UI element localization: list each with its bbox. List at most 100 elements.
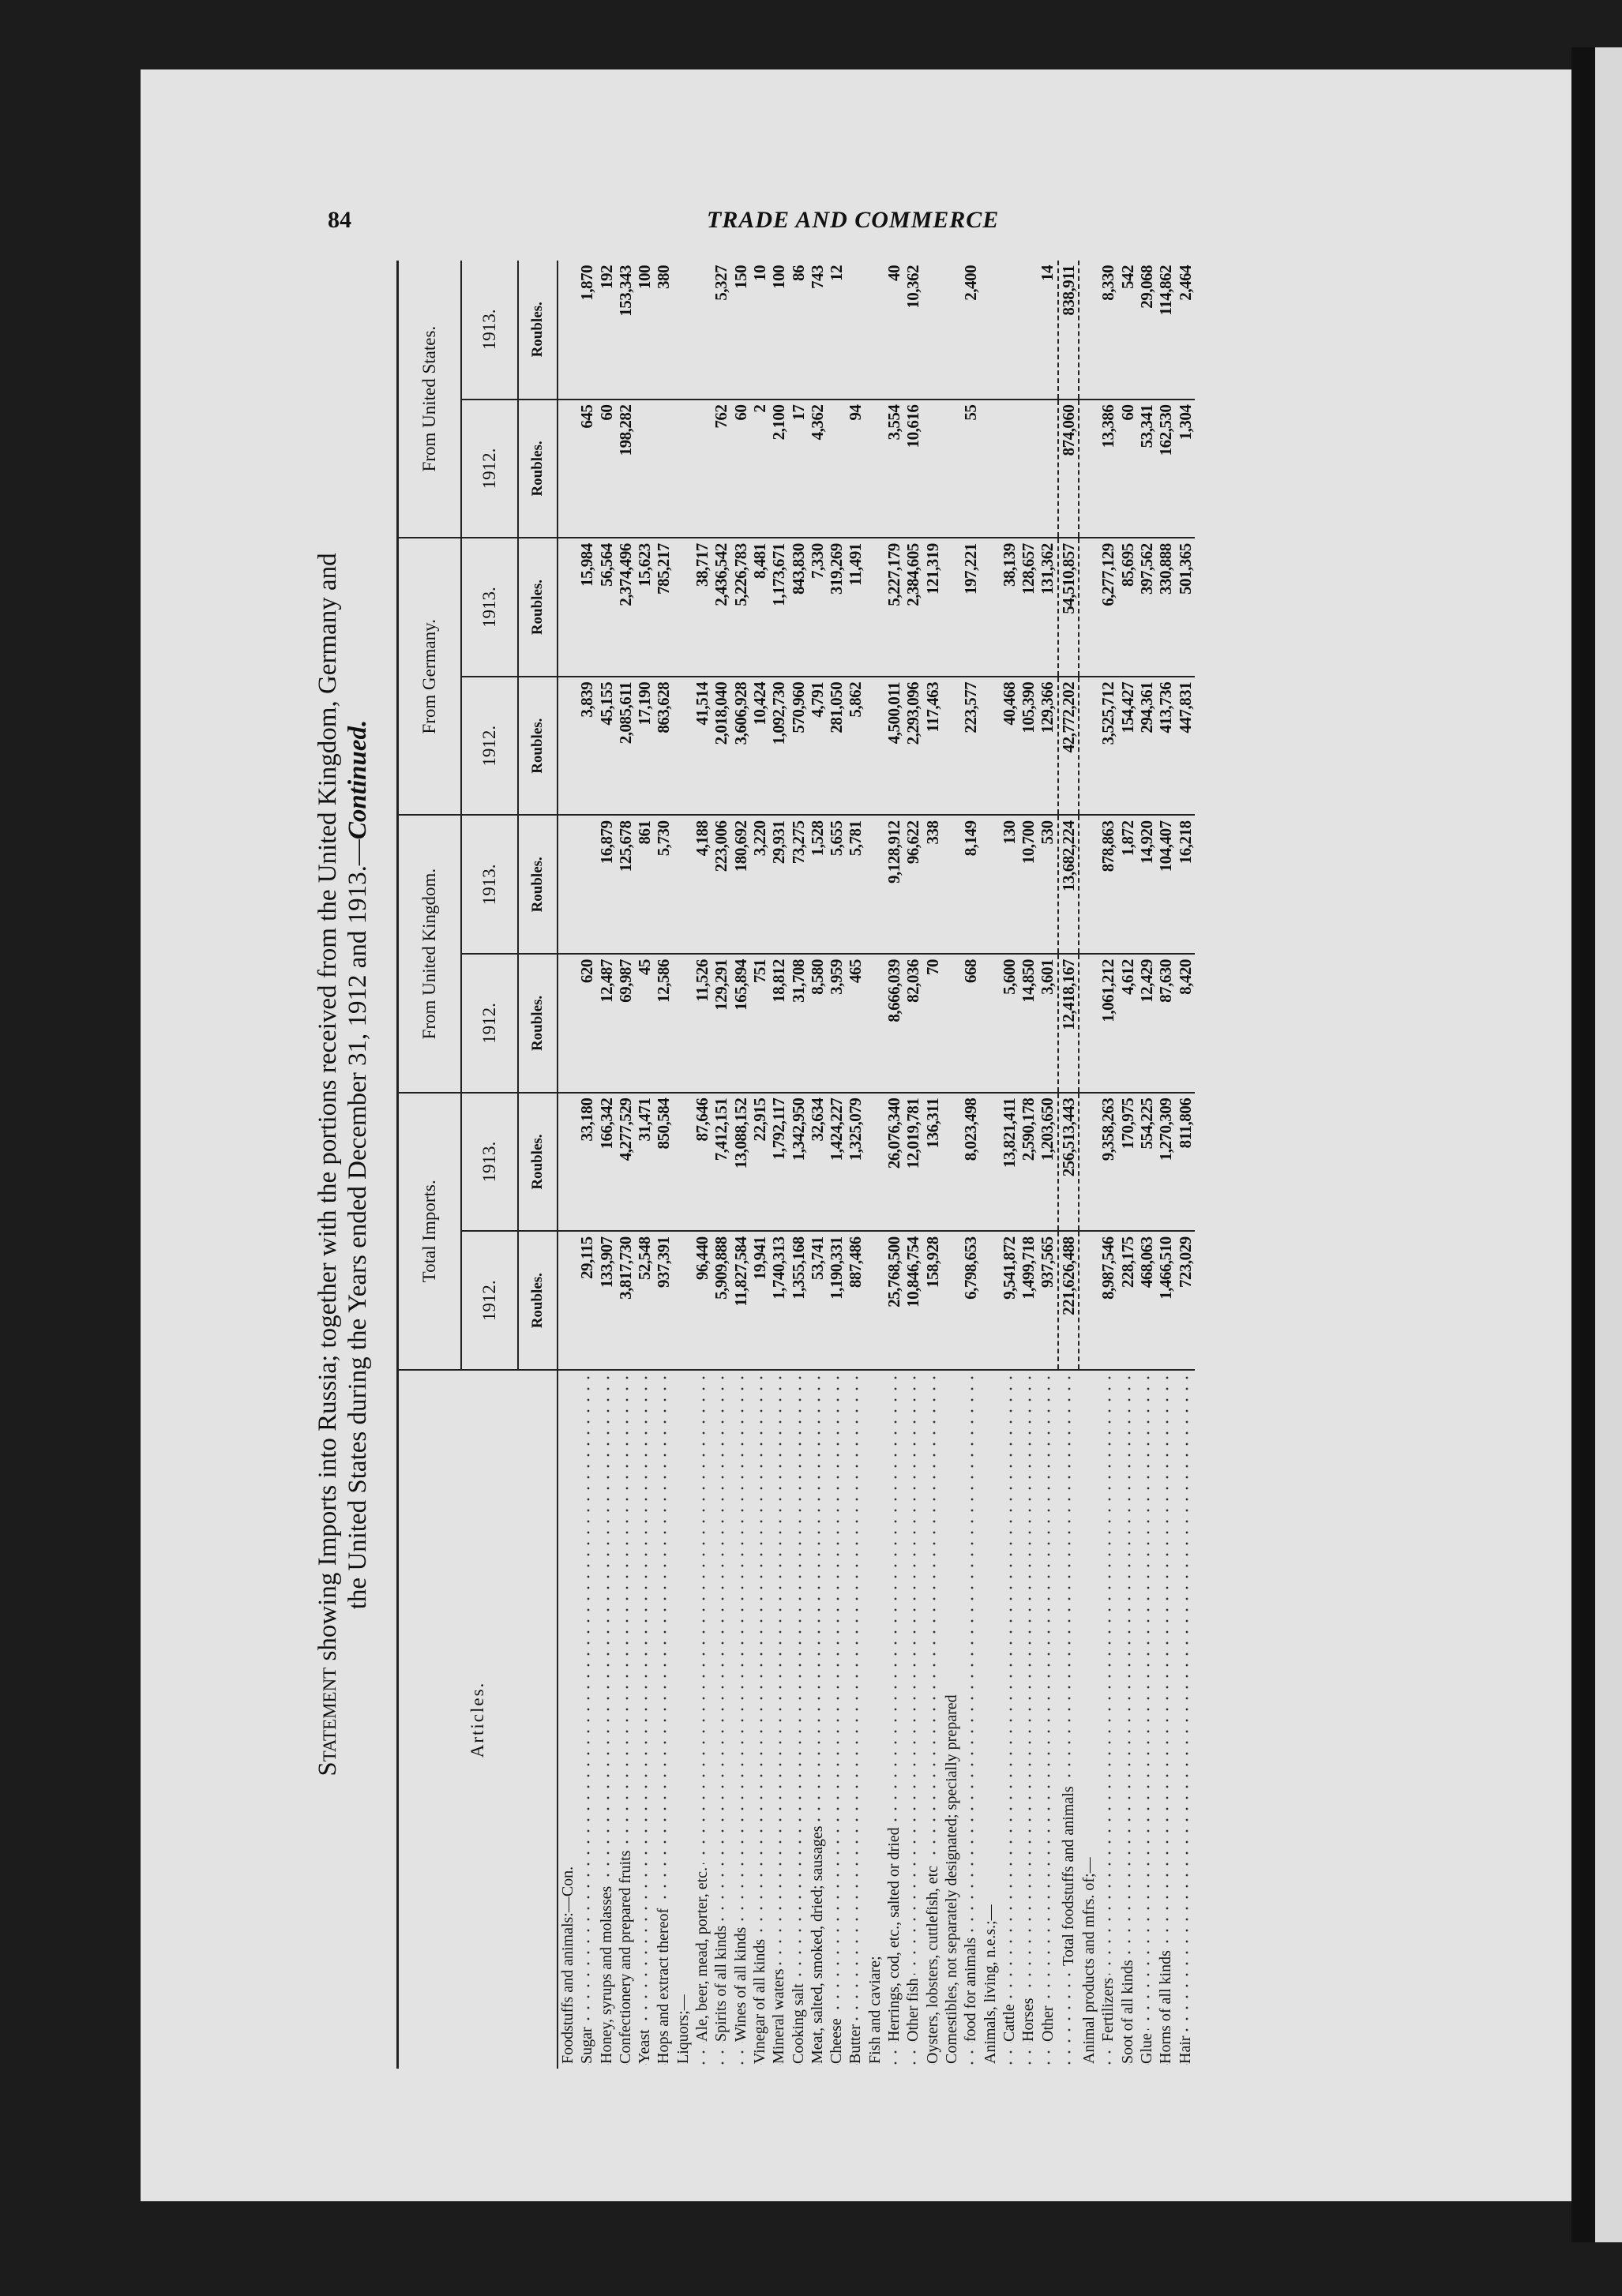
imports-table: Articles. Total Imports. From United Kin… [396, 261, 1195, 2069]
value-cell [693, 399, 712, 538]
value-cell: 878,863 [1098, 815, 1118, 955]
value-cell: 133,907 [596, 1231, 616, 1370]
value-cell: 645 [577, 399, 597, 538]
value-cell: 8,987,546 [1098, 1231, 1118, 1370]
value-cell: 22,915 [749, 1092, 770, 1232]
value-cell: 100 [635, 261, 655, 400]
value-cell: 26,076,340 [884, 1092, 904, 1232]
value-cell: 2,436,542 [712, 538, 731, 677]
value-cell: 5,227,179 [884, 538, 904, 677]
article-text: Fish and caviare; [865, 1953, 884, 2064]
article-text: Yeast [636, 2026, 654, 2064]
value-cell [1079, 538, 1099, 677]
value-cell: 861 [635, 815, 655, 955]
value-cell: 117,463 [922, 676, 942, 816]
value-cell: 7,412,151 [712, 1092, 731, 1232]
group-header-total: Total Imports. [397, 1092, 461, 1370]
article-text: Other [1038, 2002, 1057, 2042]
value-cell: 1,466,510 [1156, 1231, 1176, 1370]
value-cell: 221,626,488 [1057, 1231, 1079, 1370]
value-cell: 45,155 [596, 676, 616, 816]
article-label: Animals, living, n.e.s.;— [981, 1370, 1000, 2069]
value-cell: 5,909,888 [712, 1231, 731, 1370]
article-text: Hair [1176, 2032, 1194, 2064]
value-cell: 319,269 [827, 538, 847, 677]
year-header: 1912. [461, 1231, 518, 1370]
value-cell [1079, 676, 1099, 816]
value-cell: 10,424 [749, 676, 770, 816]
article-label: Liquors;— [674, 1370, 693, 2069]
value-cell [941, 954, 962, 1093]
group-header-uk: From United Kingdom. [397, 815, 461, 1093]
value-cell: 12,418,167 [1057, 954, 1079, 1093]
statement-continued: Continued. [344, 719, 372, 840]
value-cell [577, 815, 597, 955]
article-text: Ale, beer, mead, porter, etc. [693, 1863, 712, 2042]
page-number: 84 [328, 207, 351, 233]
value-cell [558, 538, 578, 677]
value-cell: 8,481 [749, 538, 770, 677]
value-cell [941, 261, 962, 400]
value-cell [865, 815, 885, 955]
value-cell [1079, 815, 1099, 955]
article-label: Oysters, lobsters, cuttlefish, etc [922, 1370, 942, 2069]
value-cell: 15,984 [577, 538, 597, 677]
value-cell: 1,190,331 [827, 1231, 847, 1370]
value-cell: 11,491 [846, 538, 865, 677]
value-cell [558, 815, 578, 955]
value-cell: 2,400 [961, 261, 981, 400]
value-cell: 5,327 [712, 261, 731, 400]
value-cell [865, 676, 885, 816]
article-text: Fertilizers [1099, 1974, 1117, 2042]
value-cell: 13,682,224 [1057, 815, 1079, 955]
year-header: 1913. [461, 815, 518, 955]
article-label: Glue [1136, 1370, 1157, 2069]
value-cell: 29,115 [577, 1231, 597, 1370]
table-row: Yeast 52,548 31,471 45 861 17,190 15,623 100 [635, 261, 655, 2069]
value-cell: 1,792,117 [769, 1092, 789, 1232]
value-cell: 104,407 [1156, 815, 1176, 955]
value-cell: 13,088,152 [730, 1092, 750, 1232]
value-cell: 1,740,313 [769, 1231, 789, 1370]
value-cell [558, 954, 578, 1093]
article-text: Liquors;— [674, 1991, 692, 2064]
value-cell: 54,510,857 [1057, 538, 1079, 677]
value-cell: 31,471 [635, 1092, 655, 1232]
value-cell: 465 [846, 954, 865, 1093]
article-text: Herrings, cod, etc., salted or dried [885, 1824, 903, 2042]
unit-header: Roubles. [518, 676, 558, 816]
value-cell: 114,862 [1156, 261, 1176, 400]
value-cell: 2,100 [769, 399, 789, 538]
value-cell: 128,657 [1019, 538, 1038, 677]
value-cell: 17 [788, 399, 808, 538]
value-cell: 154,427 [1117, 676, 1137, 816]
value-cell: 1,270,309 [1156, 1092, 1176, 1232]
year-header: 1913. [461, 538, 518, 677]
year-header: 1913. [461, 1092, 518, 1232]
value-cell: 3,606,928 [730, 676, 750, 816]
value-cell: 8,580 [807, 954, 828, 1093]
value-cell: 192 [596, 261, 616, 400]
value-cell: 18,812 [769, 954, 789, 1093]
value-cell: 413,736 [1156, 676, 1176, 816]
table-row: Fertilizers 8,987,546 9,358,263 1,061,212 87… [1098, 261, 1118, 2069]
article-label: food for animals [961, 1370, 981, 2069]
value-cell: 3,959 [827, 954, 847, 1093]
value-cell: 6,798,653 [961, 1231, 981, 1370]
value-cell: 16,218 [1175, 815, 1195, 955]
value-cell: 96,622 [903, 815, 923, 955]
value-cell [980, 261, 1000, 400]
articles-header: Articles. [397, 1370, 558, 2069]
value-cell [635, 399, 655, 538]
article-text: Animal products and mfrs. of;— [1079, 1854, 1098, 2064]
value-cell: 129,291 [712, 954, 731, 1093]
unit-header: Roubles. [518, 538, 558, 677]
value-cell: 10,846,754 [903, 1231, 923, 1370]
running-title: TRADE AND COMMERCE [707, 207, 1000, 233]
value-cell: 73,275 [788, 815, 808, 955]
value-cell: 11,827,584 [730, 1231, 750, 1370]
value-cell: 3,525,712 [1098, 676, 1118, 816]
article-label: Hair [1175, 1370, 1195, 2069]
value-cell: 1,203,650 [1038, 1092, 1058, 1232]
article-label: Fish and caviare; [865, 1370, 884, 2069]
